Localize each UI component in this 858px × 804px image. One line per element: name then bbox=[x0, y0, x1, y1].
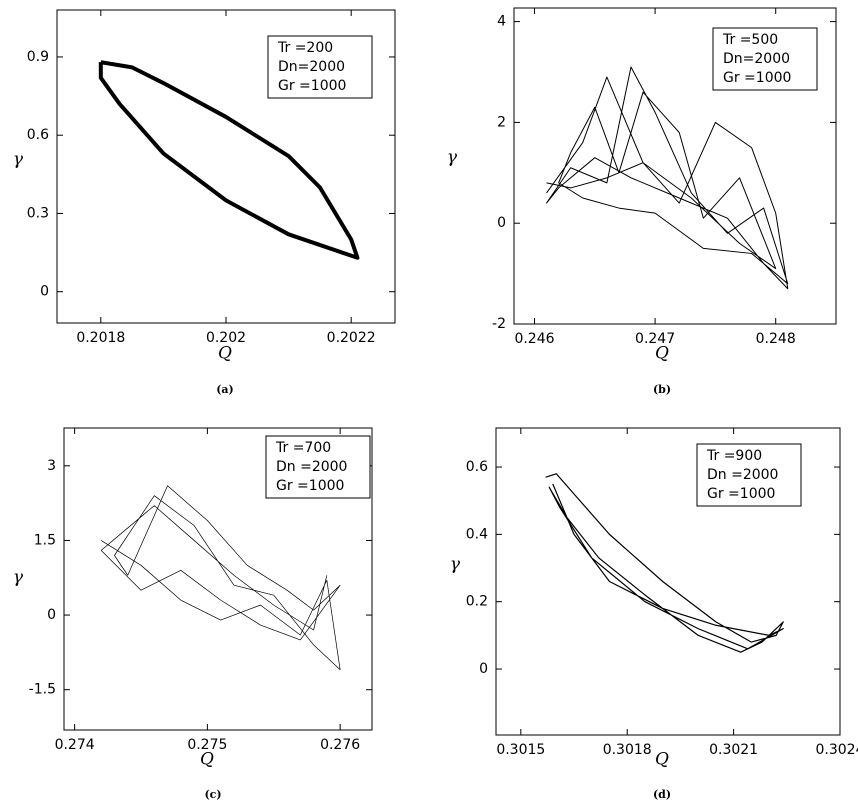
caption: (d) bbox=[653, 788, 671, 801]
plot-area bbox=[546, 66, 789, 290]
y-tick-label: 0.3 bbox=[27, 205, 49, 221]
caption: (b) bbox=[653, 383, 671, 396]
caption: (c) bbox=[204, 788, 221, 801]
legend-text: Tr =900 bbox=[706, 448, 762, 464]
plot-area bbox=[100, 485, 341, 671]
legend-box bbox=[265, 435, 371, 499]
x-axis-label: Q bbox=[655, 750, 669, 770]
y-axis-label: γ bbox=[450, 555, 461, 575]
plot-area bbox=[98, 60, 360, 260]
x-tick-label: 0.247 bbox=[635, 331, 675, 347]
legend-text: Dn=2000 bbox=[278, 59, 345, 75]
y-tick-label: 0.6 bbox=[466, 459, 488, 475]
x-tick-label: 0.274 bbox=[55, 737, 95, 753]
legend-box bbox=[696, 443, 802, 507]
legend-text: Gr =1000 bbox=[276, 478, 344, 494]
y-tick-label: -1.5 bbox=[29, 682, 56, 698]
x-axis-label: Q bbox=[200, 750, 214, 770]
x-tick-label: 0.202 bbox=[206, 330, 246, 346]
x-axis-label: Q bbox=[655, 344, 669, 364]
legend-text: Tr =700 bbox=[275, 440, 331, 456]
x-tick-label: 0.246 bbox=[514, 331, 554, 347]
y-tick-label: 0 bbox=[479, 661, 488, 677]
legend-text: Dn =2000 bbox=[707, 467, 778, 483]
frame bbox=[56, 9, 396, 324]
x-tick-label: 0.3021 bbox=[709, 742, 758, 758]
y-tick-label: 0.4 bbox=[466, 526, 488, 542]
legend-text: Gr =1000 bbox=[707, 486, 775, 502]
legend-box bbox=[712, 27, 818, 91]
x-axis-label: Q bbox=[218, 344, 232, 364]
y-tick-label: 3 bbox=[47, 458, 56, 474]
frame bbox=[63, 427, 373, 731]
y-tick-label: 0.6 bbox=[27, 127, 49, 143]
x-tick-label: 0.2022 bbox=[327, 330, 376, 346]
y-tick-label: 0 bbox=[497, 215, 506, 231]
x-tick-label: 0.275 bbox=[187, 737, 227, 753]
legend-box bbox=[267, 35, 373, 99]
y-axis-label: γ bbox=[447, 148, 458, 168]
legend-text: Dn =2000 bbox=[276, 459, 347, 475]
y-tick-label: 2 bbox=[497, 114, 506, 130]
legend-text: Tr =500 bbox=[722, 32, 778, 48]
x-tick-label: 0.276 bbox=[320, 737, 360, 753]
y-tick-label: 1.5 bbox=[34, 532, 56, 548]
x-tick-label: 0.3024 bbox=[816, 742, 858, 758]
x-tick-label: 0.248 bbox=[756, 331, 796, 347]
y-tick-label: 0.2 bbox=[466, 594, 488, 610]
caption: (a) bbox=[216, 383, 234, 396]
x-tick-label: 0.3018 bbox=[603, 742, 652, 758]
legend-text: Tr =200 bbox=[277, 40, 333, 56]
y-axis-label: γ bbox=[13, 568, 24, 588]
legend-text: Dn=2000 bbox=[723, 51, 790, 67]
trajectory bbox=[546, 66, 789, 290]
frame bbox=[513, 7, 837, 325]
trajectory bbox=[545, 473, 784, 653]
legend-text: Gr =1000 bbox=[723, 70, 791, 86]
y-tick-label: -2 bbox=[492, 316, 506, 332]
frame bbox=[495, 427, 841, 736]
y-tick-label: 0 bbox=[47, 607, 56, 623]
x-tick-label: 0.3015 bbox=[496, 742, 545, 758]
y-axis-label: γ bbox=[13, 150, 24, 170]
y-tick-label: 4 bbox=[497, 14, 506, 30]
legend-text: Gr =1000 bbox=[278, 78, 346, 94]
y-tick-label: 0 bbox=[40, 284, 49, 300]
trajectory bbox=[98, 60, 360, 260]
y-tick-label: 0.9 bbox=[27, 49, 49, 65]
x-tick-label: 0.2018 bbox=[76, 330, 125, 346]
trajectory bbox=[100, 485, 341, 671]
plot-area bbox=[545, 473, 784, 653]
